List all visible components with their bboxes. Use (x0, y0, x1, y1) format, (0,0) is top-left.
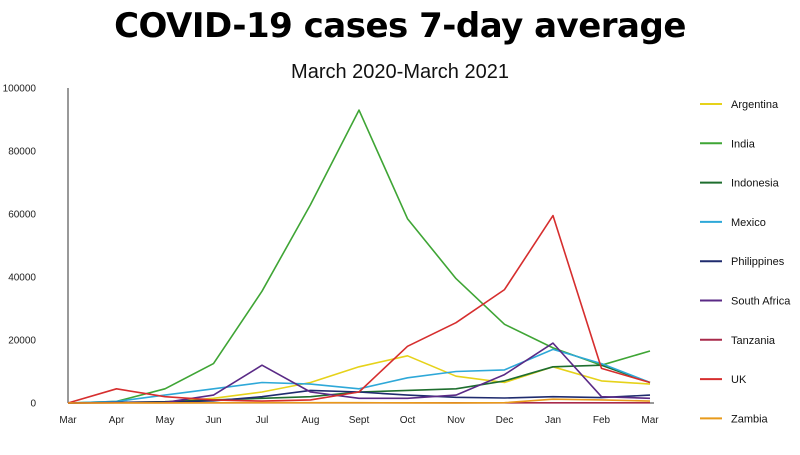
legend-label-philippines: Philippines (731, 256, 785, 268)
series-line-india (67, 109, 651, 404)
y-tick-label: 40000 (8, 273, 36, 284)
series-line-mexico (67, 348, 651, 404)
legend-label-argentina: Argentina (731, 99, 779, 111)
x-tick-label: Aug (302, 415, 320, 426)
legend-label-uk: UK (731, 374, 747, 386)
x-tick-label: Feb (593, 415, 611, 426)
x-tick-label: Mar (59, 415, 77, 426)
series-line-zambia (68, 398, 651, 404)
y-tick-label: 60000 (8, 210, 36, 221)
legend-label-mexico: Mexico (731, 217, 766, 229)
x-tick-label: Dec (496, 415, 514, 426)
y-tick-label: 100000 (3, 84, 37, 95)
axes (67, 88, 654, 404)
legend: Argentina India Indonesia Mexico Philippines… (700, 99, 791, 425)
legend-label-tanzania: Tanzania (731, 335, 776, 347)
y-tick-label: 20000 (8, 336, 36, 347)
x-tick-label: Jun (205, 415, 221, 426)
series-lines (67, 109, 651, 404)
y-tick-label: 80000 (8, 147, 36, 158)
x-tick-label: Nov (447, 415, 465, 426)
legend-label-south-africa: South Africa (731, 296, 791, 308)
x-tick-label: Sept (349, 415, 370, 426)
x-tick-label: May (156, 415, 175, 426)
y-tick-label: 0 (30, 399, 36, 410)
chart-subtitle: March 2020-March 2021 (291, 61, 509, 83)
chart-title: COVID-19 cases 7-day average (114, 6, 686, 46)
x-tick-label: Jan (545, 415, 561, 426)
x-tick-label: Mar (641, 415, 659, 426)
x-tick-label: Jul (256, 415, 269, 426)
legend-label-indonesia: Indonesia (731, 178, 780, 190)
legend-label-india: India (731, 138, 756, 150)
tick-labels: 0 20000 40000 60000 80000 100000 Mar Apr May Jun J… (3, 84, 660, 427)
series-line-uk (67, 214, 651, 404)
x-tick-label: Oct (400, 415, 416, 426)
legend-label-zambia: Zambia (731, 413, 769, 425)
x-tick-label: Apr (109, 415, 125, 426)
